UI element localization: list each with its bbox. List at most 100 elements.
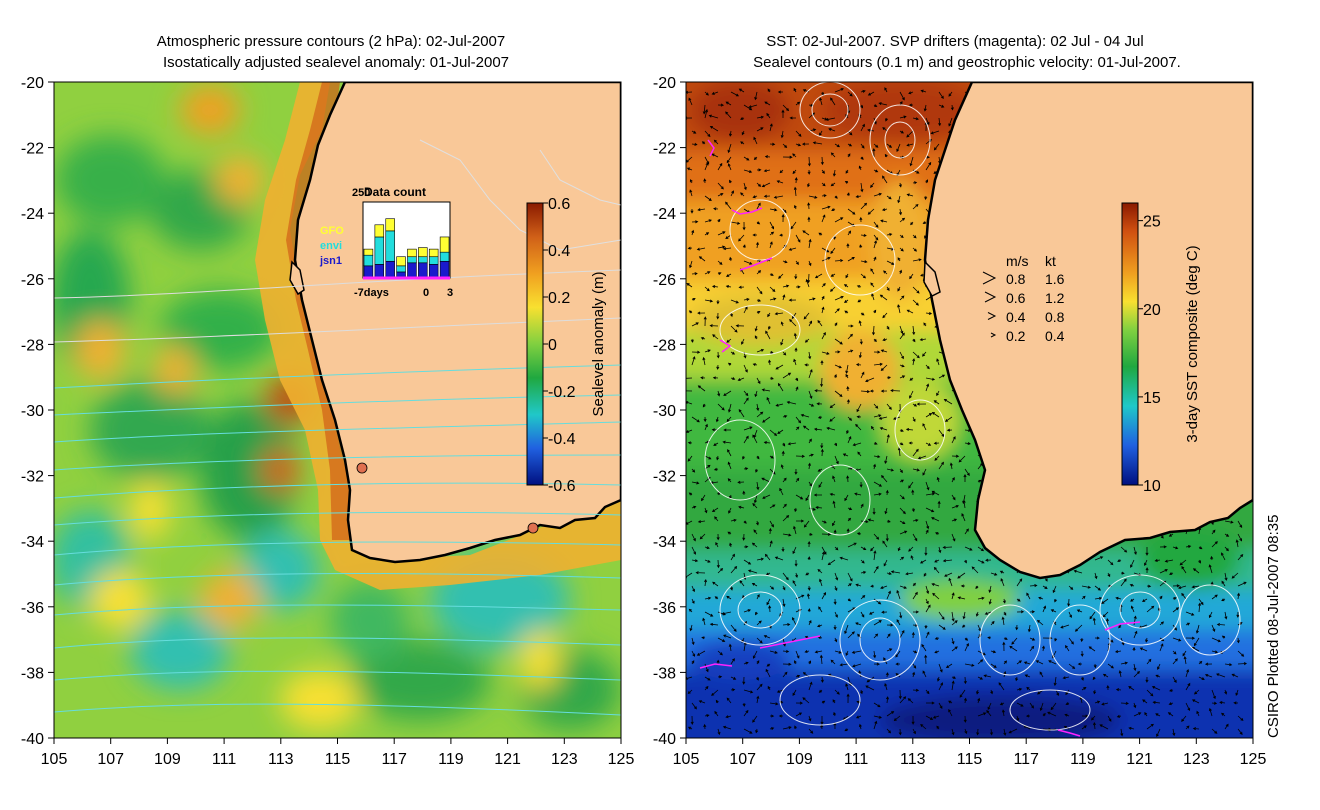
velocity-arrow [1027, 624, 1031, 633]
inset-bar-gfo [439, 236, 450, 253]
velocity-arrow [711, 285, 719, 289]
velocity-arrow [971, 566, 979, 574]
velocity-arrow [870, 282, 875, 288]
velocity-arrow [700, 337, 706, 340]
left-x-tick-label: 115 [325, 751, 351, 768]
velocity-arrow [738, 88, 745, 93]
velocity-arrow [1029, 584, 1038, 588]
velocity-arrow [730, 299, 739, 304]
velocity-arrow [873, 463, 877, 470]
velocity-arrow [1002, 598, 1006, 604]
velocity-arrow [1157, 663, 1161, 670]
velocity-arrow [925, 377, 936, 381]
velocity-arrow [860, 520, 869, 524]
velocity-arrow [899, 295, 905, 301]
inset-bar-jsn1 [363, 265, 374, 279]
velocity-arrow [821, 256, 831, 262]
velocity-arrow [779, 487, 784, 496]
velocity-arrow [856, 403, 862, 413]
velocity-arrow [1237, 662, 1248, 666]
velocity-legend-ms-value: 0.6 [1006, 290, 1026, 306]
velocity-arrow [1011, 637, 1018, 645]
velocity-arrow [1102, 673, 1109, 678]
velocity-arrow [1210, 555, 1214, 561]
velocity-arrow [730, 624, 737, 632]
velocity-arrow [905, 428, 914, 432]
velocity-arrow [753, 529, 758, 535]
velocity-arrow [704, 423, 708, 431]
velocity-arrow [782, 143, 788, 148]
velocity-arrow [730, 585, 733, 591]
velocity-arrow [1002, 641, 1006, 652]
velocity-arrow [821, 295, 825, 301]
velocity-arrow [1146, 723, 1154, 730]
right-x-tick-label: 125 [1240, 751, 1267, 768]
velocity-arrow [821, 194, 827, 198]
velocity-arrow [819, 130, 823, 137]
velocity-arrow [1015, 624, 1019, 631]
left-title-line2: Isostatically adjusted sealevel anomaly:… [163, 54, 509, 71]
velocity-arrow [742, 490, 746, 496]
velocity-arrow [1224, 572, 1228, 581]
velocity-arrow [884, 87, 888, 93]
velocity-arrow [925, 631, 930, 639]
velocity-arrow [691, 559, 699, 563]
velocity-arrow [896, 589, 901, 600]
velocity-arrow [743, 104, 753, 111]
velocity-arrow [912, 258, 922, 262]
velocity-arrow [938, 546, 942, 554]
velocity-arrow [769, 286, 776, 292]
velocity-arrow [1068, 585, 1074, 590]
velocity-arrow [687, 689, 693, 695]
velocity-arrow [691, 142, 698, 146]
velocity-arrow [990, 650, 997, 654]
velocity-arrow [743, 467, 749, 471]
velocity-arrow [975, 585, 979, 590]
velocity-arrow [878, 102, 888, 106]
velocity-arrow [714, 710, 719, 717]
velocity-arrow [1050, 702, 1057, 711]
velocity-arrow [896, 619, 901, 626]
velocity-arrow [761, 388, 771, 392]
velocity-arrow [886, 648, 893, 652]
velocity-arrow [897, 546, 901, 552]
velocity-arrow [793, 332, 797, 340]
velocity-arrow [753, 156, 758, 160]
velocity-arrow [730, 221, 741, 225]
velocity-arrow [1128, 686, 1135, 691]
velocity-arrow [806, 593, 811, 600]
velocity-arrow [792, 169, 797, 175]
velocity-arrow [752, 195, 758, 199]
right-map-panel: SST: 02-Jul-2007. SVP drifters (magenta)… [653, 33, 1267, 768]
velocity-arrow [723, 428, 731, 432]
velocity-arrow [844, 624, 849, 635]
velocity-arrow [743, 169, 753, 173]
velocity-arrow [821, 182, 826, 187]
velocity-arrow [687, 726, 693, 730]
velocity-arrow [886, 572, 892, 575]
velocity-arrow [756, 695, 760, 704]
inset-bar-gfo [363, 248, 374, 256]
velocity-arrow [730, 91, 740, 97]
velocity-arrow [1211, 728, 1218, 734]
velocity-arrow [754, 91, 758, 101]
velocity-arrow [924, 654, 928, 665]
velocity-arrow [922, 351, 927, 357]
velocity-arrow [845, 273, 849, 279]
velocity-arrow [1145, 676, 1149, 683]
velocity-arrow [899, 442, 904, 446]
velocity-arrow [951, 676, 957, 679]
velocity-arrow [782, 294, 786, 301]
velocity-arrow [1172, 597, 1177, 600]
velocity-arrow [834, 308, 840, 314]
velocity-arrow [1120, 701, 1129, 705]
velocity-arrow [804, 650, 810, 653]
velocity-arrow [756, 202, 761, 210]
velocity-arrow [686, 283, 693, 288]
velocity-arrow [872, 507, 876, 515]
velocity-arrow [829, 416, 836, 422]
velocity-arrow [938, 461, 944, 470]
velocity-arrow [738, 505, 745, 509]
velocity-arrow [704, 108, 708, 119]
velocity-arrow [820, 156, 824, 166]
